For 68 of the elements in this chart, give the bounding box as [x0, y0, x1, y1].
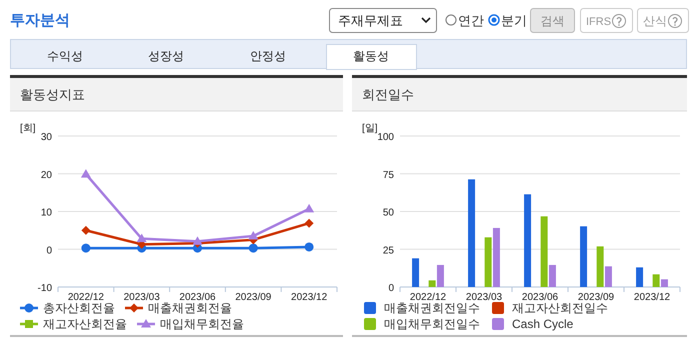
y-tick-label: 75	[382, 170, 394, 181]
text: 수익성	[47, 49, 83, 63]
x-tick-label: 2022/12	[68, 292, 104, 303]
y-tick-label: 30	[40, 132, 52, 143]
x-tick-label: 2023/09	[578, 292, 615, 303]
x-tick-label: 2023/12	[291, 292, 328, 303]
text: 활동성	[353, 49, 389, 63]
text: 안정성	[250, 49, 286, 63]
bar	[484, 237, 492, 287]
bar	[468, 179, 476, 287]
chart-title: 활동성지표	[20, 87, 85, 102]
bar	[580, 226, 588, 287]
y-tick-label: 20	[40, 170, 52, 181]
text: IFRS	[586, 16, 612, 28]
bar	[492, 228, 500, 287]
y-tick-label: 0	[388, 283, 394, 294]
point	[81, 244, 90, 253]
text: 연간	[458, 13, 484, 28]
point	[248, 231, 258, 240]
bar	[548, 264, 556, 287]
x-tick-label: 2022/12	[410, 292, 447, 303]
text: 투자분석	[10, 12, 70, 29]
bar	[652, 274, 660, 287]
legend-label: 매출채권회전율	[148, 301, 232, 315]
point	[81, 226, 90, 235]
bar	[596, 246, 604, 287]
y-tick-label: -10	[38, 283, 52, 294]
bar	[636, 267, 644, 287]
legend-label: Cash Cycle	[512, 317, 574, 331]
y-axis-title: [일]	[362, 123, 378, 134]
y-tick-label: 25	[382, 245, 394, 256]
legend-label: 재고자산회전율	[43, 317, 127, 331]
bar	[524, 194, 532, 287]
y-tick-label: 10	[40, 208, 52, 218]
legend-label: 총자산회전율	[43, 301, 115, 315]
text: 성장성	[148, 49, 184, 63]
text: 산식	[643, 14, 667, 28]
legend-label: 매입채무회전율	[160, 317, 244, 331]
text: 검색	[540, 14, 564, 28]
y-tick-label: 100	[377, 132, 394, 143]
text: 주재무제표	[338, 13, 403, 28]
point	[304, 204, 314, 212]
y-tick-label: 0	[46, 245, 52, 256]
bar	[604, 266, 612, 287]
x-tick-label: 2023/06	[522, 292, 559, 303]
y-axis-title: [회]	[20, 123, 36, 134]
point	[192, 236, 202, 245]
bar	[660, 279, 668, 287]
legend-label: 재고자산회전일수	[512, 301, 608, 315]
chart-title: 회전일수	[362, 87, 414, 102]
bar	[540, 216, 548, 287]
x-tick-label: 2023/03	[466, 292, 503, 303]
x-tick-label: 2023/09	[235, 292, 272, 303]
x-tick-label: 2023/12	[634, 292, 671, 303]
point	[136, 234, 147, 242]
point	[304, 218, 314, 228]
point	[80, 169, 91, 178]
x-tick-label: 2023/03	[124, 292, 160, 303]
bar	[412, 258, 420, 287]
bar	[436, 264, 444, 287]
point	[304, 242, 314, 252]
point	[248, 244, 258, 253]
legend-label: 매입채무회전일수	[384, 317, 480, 331]
legend-label: 매출채권회전일수	[384, 301, 480, 315]
y-tick-label: 50	[382, 208, 394, 218]
x-tick-label: 2023/06	[179, 292, 216, 303]
bar	[428, 280, 436, 287]
text: 분기	[501, 13, 527, 28]
